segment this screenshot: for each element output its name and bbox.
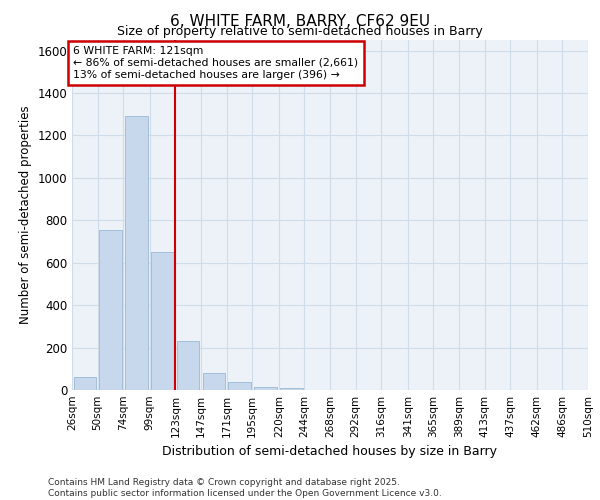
Text: 6, WHITE FARM, BARRY, CF62 9EU: 6, WHITE FARM, BARRY, CF62 9EU bbox=[170, 14, 430, 29]
Text: 6 WHITE FARM: 121sqm
← 86% of semi-detached houses are smaller (2,661)
13% of se: 6 WHITE FARM: 121sqm ← 86% of semi-detac… bbox=[73, 46, 358, 80]
Bar bbox=[254, 387, 277, 390]
Text: Size of property relative to semi-detached houses in Barry: Size of property relative to semi-detach… bbox=[117, 25, 483, 38]
Bar bbox=[280, 388, 303, 390]
Bar bbox=[177, 341, 199, 390]
Bar bbox=[74, 378, 96, 390]
Y-axis label: Number of semi-detached properties: Number of semi-detached properties bbox=[19, 106, 32, 324]
X-axis label: Distribution of semi-detached houses by size in Barry: Distribution of semi-detached houses by … bbox=[163, 446, 497, 458]
Bar bbox=[99, 230, 122, 390]
Bar bbox=[125, 116, 148, 390]
Bar bbox=[228, 382, 251, 390]
Bar bbox=[151, 252, 174, 390]
Text: Contains HM Land Registry data © Crown copyright and database right 2025.
Contai: Contains HM Land Registry data © Crown c… bbox=[48, 478, 442, 498]
Bar bbox=[203, 373, 225, 390]
